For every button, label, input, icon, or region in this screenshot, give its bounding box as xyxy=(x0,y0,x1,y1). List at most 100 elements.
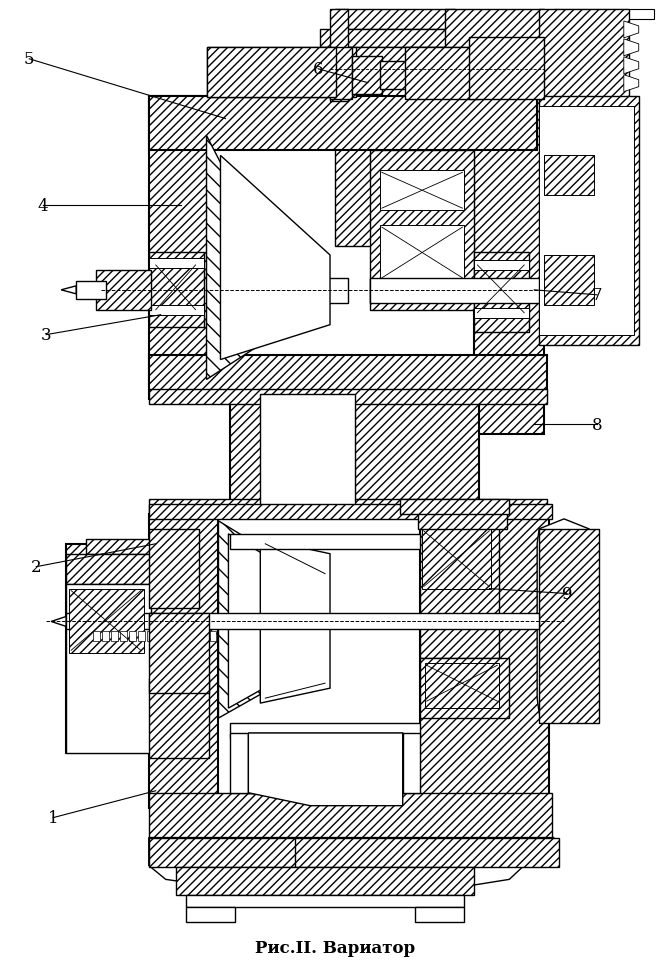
Bar xyxy=(183,632,190,642)
Bar xyxy=(474,309,529,319)
Bar xyxy=(93,632,100,642)
Bar xyxy=(230,395,315,509)
Bar xyxy=(96,271,151,311)
Bar xyxy=(149,504,552,520)
Bar xyxy=(149,614,539,630)
Bar xyxy=(539,97,639,345)
Bar xyxy=(330,48,352,100)
Bar xyxy=(474,97,544,435)
Bar xyxy=(149,837,408,868)
Bar xyxy=(544,256,594,306)
Bar xyxy=(370,278,480,304)
Bar xyxy=(415,908,464,922)
Polygon shape xyxy=(624,21,639,39)
Bar xyxy=(380,62,409,90)
Bar xyxy=(595,10,604,64)
Bar xyxy=(370,151,474,311)
Bar xyxy=(249,733,403,793)
Bar xyxy=(470,38,544,100)
Bar xyxy=(230,733,419,793)
Bar xyxy=(66,544,151,753)
Bar xyxy=(165,632,172,642)
Bar xyxy=(419,514,549,808)
Bar xyxy=(544,156,594,196)
Polygon shape xyxy=(228,534,285,708)
Bar xyxy=(149,306,204,316)
Bar xyxy=(192,632,198,642)
Bar xyxy=(421,530,491,589)
Text: 5: 5 xyxy=(24,51,35,68)
Bar xyxy=(138,632,145,642)
Bar xyxy=(149,793,552,837)
Bar xyxy=(66,554,151,584)
Text: 6: 6 xyxy=(313,62,324,78)
Bar xyxy=(102,632,109,642)
Bar xyxy=(539,106,634,335)
Bar xyxy=(480,48,544,86)
Bar xyxy=(149,678,208,758)
Polygon shape xyxy=(206,137,261,380)
Polygon shape xyxy=(261,539,330,703)
Text: 9: 9 xyxy=(561,585,572,603)
Text: Рис.II. Вариатор: Рис.II. Вариатор xyxy=(255,939,415,956)
Bar xyxy=(320,30,464,48)
Bar xyxy=(86,539,151,554)
Bar xyxy=(559,10,568,64)
Bar xyxy=(295,837,559,868)
Bar xyxy=(66,614,155,630)
Bar xyxy=(444,10,544,48)
Bar xyxy=(474,253,529,332)
Bar xyxy=(539,530,599,723)
Bar xyxy=(539,10,628,100)
Polygon shape xyxy=(624,40,639,57)
Bar xyxy=(330,10,348,102)
Bar xyxy=(111,632,118,642)
Polygon shape xyxy=(220,156,330,361)
Bar xyxy=(335,10,454,30)
Bar xyxy=(206,48,336,98)
Bar xyxy=(352,57,382,95)
Bar xyxy=(186,908,235,922)
Bar xyxy=(69,589,144,654)
Bar xyxy=(174,632,181,642)
Bar xyxy=(147,632,153,642)
Bar xyxy=(380,171,464,211)
Bar xyxy=(400,499,509,514)
Text: 4: 4 xyxy=(38,197,48,215)
Bar xyxy=(149,614,208,694)
Text: 8: 8 xyxy=(592,416,602,434)
Bar xyxy=(149,253,204,327)
Bar xyxy=(230,723,419,739)
Bar xyxy=(149,97,206,390)
Bar xyxy=(149,514,218,808)
Bar xyxy=(129,632,136,642)
Bar xyxy=(370,278,549,304)
Bar xyxy=(417,509,507,530)
Polygon shape xyxy=(537,520,599,723)
Bar xyxy=(230,534,419,549)
Bar xyxy=(425,663,499,708)
Bar xyxy=(149,530,198,609)
Polygon shape xyxy=(624,75,639,93)
Bar xyxy=(554,10,559,64)
Bar xyxy=(176,868,474,895)
Bar xyxy=(474,261,529,271)
Bar xyxy=(335,48,549,247)
Bar xyxy=(149,259,204,269)
Bar xyxy=(149,356,547,400)
Bar xyxy=(206,48,356,98)
Bar xyxy=(554,10,654,20)
Bar xyxy=(261,395,355,509)
Bar xyxy=(210,632,216,642)
Bar xyxy=(200,632,208,642)
Bar xyxy=(607,10,616,64)
Polygon shape xyxy=(61,286,76,294)
Bar xyxy=(155,632,163,642)
Bar xyxy=(419,525,499,658)
Bar xyxy=(149,97,537,151)
Bar xyxy=(380,226,464,280)
Bar xyxy=(66,584,151,753)
Bar xyxy=(355,395,480,509)
Bar xyxy=(149,499,547,514)
Bar xyxy=(419,658,509,718)
